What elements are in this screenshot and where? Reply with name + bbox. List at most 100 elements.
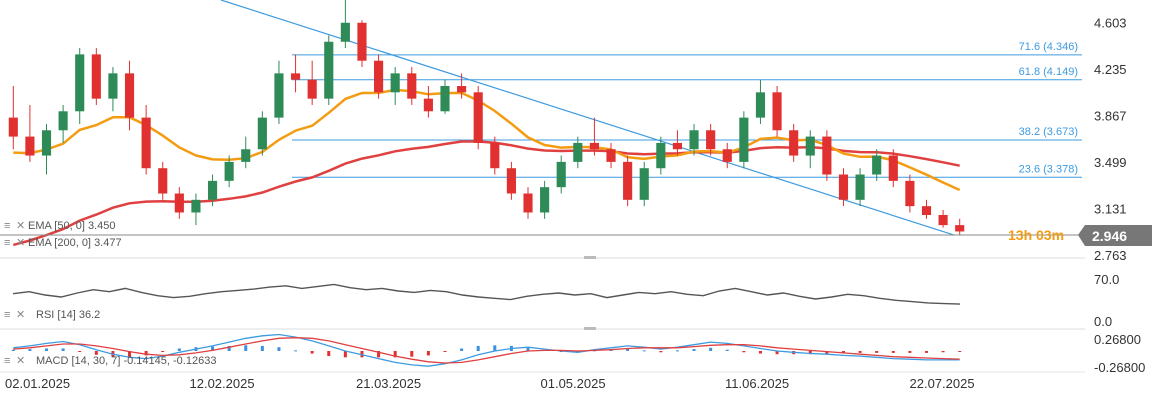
ema200-line (12, 140, 960, 247)
candle-body (423, 98, 433, 112)
candle-body (573, 142, 583, 162)
macd-histogram-bar (443, 351, 447, 352)
last-price-tag (1078, 225, 1152, 246)
date-tick-label: 22.07.2025 (910, 376, 975, 391)
macd-histogram-bar (11, 349, 15, 351)
settings-icon[interactable]: ≡ (4, 237, 10, 249)
ema50-legend[interactable]: ≡ ✕ EMA [50, 0] 3.450 (4, 220, 115, 232)
macd-line (13, 333, 960, 367)
rsi-tick-high: 70.0 (1094, 272, 1119, 287)
macd-histogram-bar (908, 351, 912, 353)
candle-body (523, 193, 533, 213)
price-tick-label: 2.763 (1094, 248, 1127, 263)
macd-legend[interactable]: ≡ ✕ MACD [14, 30, 7] -0.14145, -0.12633 (4, 355, 216, 367)
candle-body (921, 206, 932, 215)
macd-histogram-bar (94, 351, 98, 355)
candle-body (290, 73, 301, 80)
candle-body (174, 193, 184, 213)
macd-histogram-bar (958, 351, 962, 352)
rsi-legend[interactable]: ≡ ✕ RSI [14] 36.2 (4, 309, 100, 321)
candle-body (191, 199, 201, 213)
macd-histogram-bar (858, 351, 862, 353)
candle-body (722, 149, 732, 162)
candle-body (739, 117, 749, 162)
macd-signal-line (13, 337, 960, 364)
candle-body (390, 73, 400, 93)
resize-handle[interactable] (584, 327, 596, 330)
ema200-legend[interactable]: ≡ ✕ EMA [200, 0] 3.477 (4, 237, 122, 249)
candle-body (540, 187, 550, 213)
macd-histogram-bar (294, 350, 298, 352)
close-icon[interactable]: ✕ (16, 309, 25, 321)
macd-histogram-bar (277, 347, 281, 351)
macd-histogram-bar (78, 351, 82, 352)
macd-histogram-bar (493, 345, 497, 351)
macd-histogram-bar (393, 351, 397, 358)
candle-body (755, 92, 766, 118)
candle-body (141, 117, 151, 169)
candle-body (772, 92, 782, 131)
macd-histogram-bar (45, 348, 49, 351)
macd-histogram-bar (891, 351, 895, 353)
candle-body (672, 142, 683, 150)
macd-histogram-bar (28, 349, 32, 351)
settings-icon[interactable]: ≡ (4, 309, 10, 321)
macd-histogram-bar (642, 350, 646, 352)
candle-body (490, 142, 500, 169)
candle-body (307, 79, 317, 99)
close-icon[interactable]: ✕ (16, 355, 25, 367)
candle-body (407, 73, 417, 99)
price-tick-label: 3.131 (1094, 202, 1127, 217)
candle-body (257, 117, 267, 150)
candle-body (274, 73, 284, 118)
last-price-value: 2.946 (1092, 228, 1127, 244)
candle-body (789, 130, 799, 156)
macd-label: MACD [14, 30, 7] -0.14145, -0.12633 (36, 355, 216, 367)
candle-body (124, 73, 135, 118)
candle-body (556, 161, 566, 188)
macd-histogram-bar (460, 348, 464, 351)
macd-histogram-bar (659, 351, 663, 353)
macd-histogram-bar (476, 345, 480, 351)
candle-body (324, 41, 334, 99)
close-icon[interactable]: ✕ (16, 237, 25, 249)
resize-handle[interactable] (584, 256, 596, 259)
macd-histogram-bar (626, 348, 630, 351)
candle-body (656, 142, 666, 169)
candle-body (888, 155, 898, 181)
candle-body (872, 155, 882, 175)
macd-histogram-bar (692, 349, 696, 351)
candle-body (822, 136, 832, 175)
macd-histogram-bar (377, 351, 381, 358)
ema-lines (12, 88, 961, 247)
candle-body (340, 22, 350, 42)
candle-body (506, 168, 516, 194)
date-tick-label: 11.06.2025 (725, 376, 789, 391)
candle-body (938, 215, 948, 226)
candle-body (357, 22, 367, 61)
macd-histogram-bar (758, 351, 762, 354)
macd-histogram-bar (410, 351, 414, 357)
trendline (220, 0, 955, 236)
countdown-label: 13h 03m (1008, 227, 1064, 243)
date-axis: 02.01.2025 12.02.2025 21.03.2025 01.05.2025… (5, 376, 975, 391)
date-tick-label: 21.03.2025 (356, 376, 421, 391)
close-icon[interactable]: ✕ (16, 220, 25, 232)
date-tick-label: 01.05.2025 (541, 376, 606, 391)
candle-body (689, 130, 699, 150)
candle-body (955, 225, 965, 232)
date-tick-label: 12.02.2025 (190, 376, 255, 391)
candle-body (706, 130, 716, 150)
candle-body (838, 174, 849, 200)
settings-icon[interactable]: ≡ (4, 355, 10, 367)
macd-histogram-bar (825, 351, 829, 354)
price-tick-label: 4.235 (1094, 62, 1127, 77)
macd-histogram-bar (742, 351, 746, 353)
macd-histogram-bar (526, 347, 530, 351)
settings-icon[interactable]: ≡ (4, 220, 10, 232)
macd-panel (11, 333, 962, 367)
rsi-tick-low: 0.0 (1094, 314, 1112, 329)
candle-body (207, 180, 218, 200)
macd-histogram-bar (924, 351, 928, 353)
